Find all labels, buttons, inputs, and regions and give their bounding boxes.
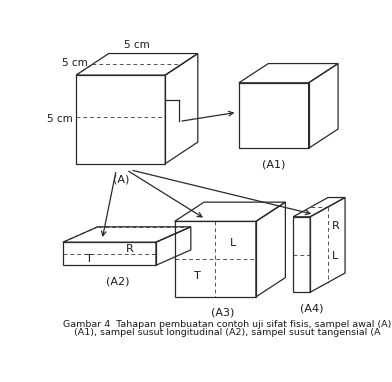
Text: 5 cm: 5 cm [47,114,73,125]
Text: (A2): (A2) [106,276,130,286]
Text: (A): (A) [113,175,129,185]
Text: Gambar 4  Tahapan pembuatan contoh uji sifat fisis, sampel awal (A), samp: Gambar 4 Tahapan pembuatan contoh uji si… [63,320,392,329]
Text: (A3): (A3) [211,308,234,318]
Text: L: L [230,238,236,248]
Text: (A1), sampel susut longitudinal (A2), sampel susut tangensial (A: (A1), sampel susut longitudinal (A2), sa… [74,329,380,337]
Text: R: R [331,221,339,231]
Text: L: L [332,251,338,261]
Text: T: T [194,271,201,281]
Text: 5 cm: 5 cm [62,58,87,68]
Text: 5 cm: 5 cm [124,40,150,50]
Text: R: R [126,244,134,254]
Text: T: T [85,254,93,264]
Text: (A1): (A1) [262,159,285,169]
Text: (A4): (A4) [300,303,324,313]
